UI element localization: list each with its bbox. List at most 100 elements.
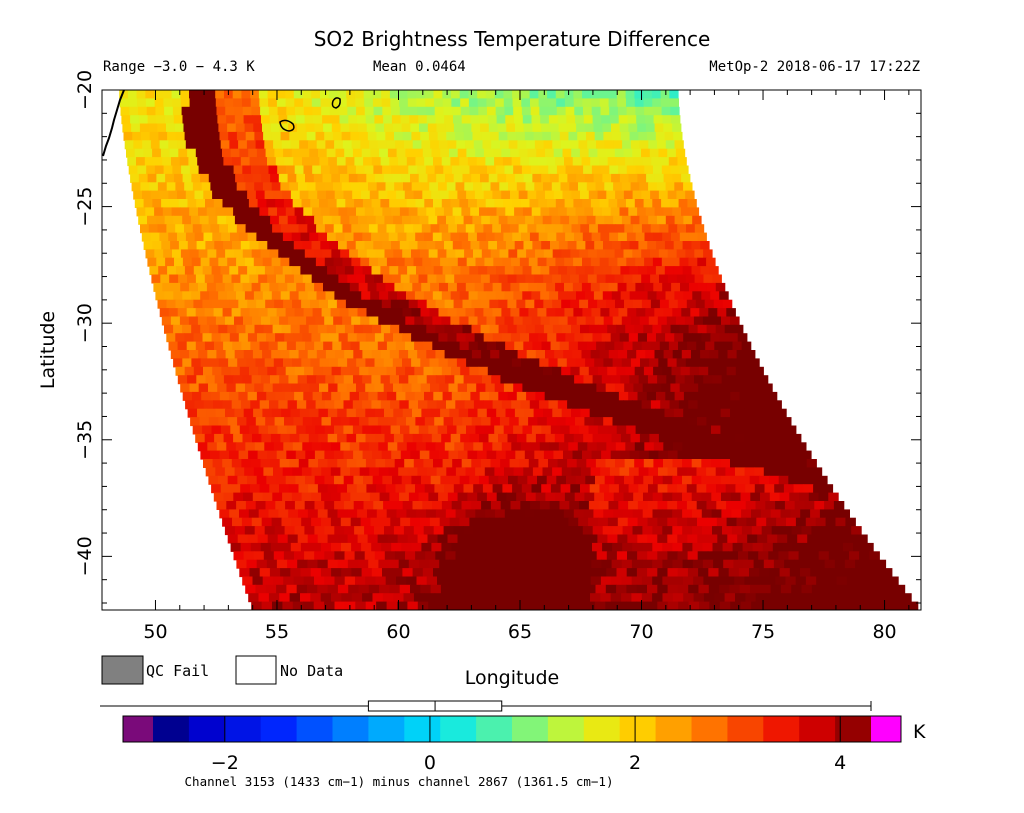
heatmap-cell xyxy=(456,333,467,343)
heatmap-cell xyxy=(670,324,681,334)
heatmap-cell xyxy=(605,383,616,393)
heatmap-cell xyxy=(450,475,461,485)
heatmap-cell xyxy=(505,408,516,418)
heatmap-cell xyxy=(375,173,385,183)
heatmap-cell xyxy=(685,190,695,200)
heatmap-cell xyxy=(791,584,803,594)
heatmap-cell xyxy=(163,249,173,259)
heatmap-cell xyxy=(280,182,290,192)
heatmap-cell xyxy=(511,442,522,452)
heatmap-cell xyxy=(677,534,688,544)
heatmap-cell xyxy=(589,324,599,334)
heatmap-cell xyxy=(357,308,368,318)
heatmap-cell xyxy=(541,484,552,494)
heatmap-cell xyxy=(487,115,498,125)
heatmap-cell xyxy=(498,131,508,141)
heatmap-cell xyxy=(737,534,748,544)
heatmap-cell xyxy=(620,291,631,301)
heatmap-cell xyxy=(591,106,601,116)
heatmap-cell xyxy=(362,375,372,385)
heatmap-cell xyxy=(652,593,664,603)
heatmap-cell xyxy=(241,341,251,351)
heatmap-cell xyxy=(620,375,630,385)
heatmap-cell xyxy=(330,492,342,502)
heatmap-cell xyxy=(334,551,346,561)
heatmap-cell xyxy=(304,249,315,259)
heatmap-cell xyxy=(152,199,162,208)
heatmap-cell xyxy=(424,484,435,494)
heatmap-cell xyxy=(177,140,187,150)
heatmap-cell xyxy=(388,291,398,301)
heatmap-cell xyxy=(491,140,501,150)
heatmap-cell xyxy=(547,90,557,99)
heatmap-cell xyxy=(463,215,473,225)
heatmap-cell xyxy=(222,308,233,318)
heatmap-cell xyxy=(781,417,792,427)
heatmap-cell xyxy=(259,568,271,578)
heatmap-cell xyxy=(543,274,553,284)
heatmap-cell xyxy=(517,475,528,485)
heatmap-cell xyxy=(346,241,357,250)
heatmap-cell xyxy=(293,90,304,99)
heatmap-cell xyxy=(175,333,185,343)
heatmap-cell xyxy=(340,492,351,502)
heatmap-cell xyxy=(604,400,615,410)
heatmap-cell xyxy=(824,501,835,510)
heatmap-cell xyxy=(750,584,761,594)
heatmap-cell xyxy=(731,526,743,536)
heatmap-cell xyxy=(337,484,348,494)
heatmap-cell xyxy=(477,492,488,502)
heatmap-cell xyxy=(435,509,447,519)
heatmap-cell xyxy=(678,601,690,610)
heatmap-cell xyxy=(528,257,539,267)
heatmap-cell xyxy=(245,324,255,334)
heatmap-cell xyxy=(475,257,485,267)
heatmap-cell xyxy=(612,417,623,427)
heatmap-cell xyxy=(706,400,717,410)
heatmap-cell xyxy=(308,484,319,494)
heatmap-cell xyxy=(890,593,902,603)
heatmap-cell xyxy=(315,425,326,435)
heatmap-cell xyxy=(775,576,786,586)
heatmap-cell xyxy=(516,299,526,309)
heatmap-cell xyxy=(833,501,845,510)
heatmap-cell xyxy=(518,417,529,427)
heatmap-cell xyxy=(361,542,372,552)
heatmap-cell xyxy=(680,282,690,292)
heatmap-cell xyxy=(682,576,694,586)
heatmap-cell xyxy=(166,299,177,309)
heatmap-cell xyxy=(667,249,678,259)
heatmap-cell xyxy=(408,207,419,217)
heatmap-cell xyxy=(263,224,273,234)
heatmap-cell xyxy=(296,584,308,594)
heatmap-cell xyxy=(828,492,839,502)
heatmap-cell xyxy=(445,551,457,561)
heatmap-cell xyxy=(223,241,233,250)
heatmap-cell xyxy=(405,148,415,158)
heatmap-cell xyxy=(450,157,460,167)
heatmap-cell xyxy=(414,316,424,326)
heatmap-cell xyxy=(189,90,199,99)
heatmap-cell xyxy=(219,131,229,141)
heatmap-cell xyxy=(330,467,341,477)
heatmap-cell xyxy=(516,433,527,443)
heatmap-cell xyxy=(305,215,315,225)
heatmap-cell xyxy=(182,115,192,125)
heatmap-cell xyxy=(599,350,610,359)
heatmap-cell xyxy=(453,350,464,359)
heatmap-cell xyxy=(508,475,519,485)
heatmap-cell xyxy=(307,509,319,519)
heatmap-cell xyxy=(779,492,790,502)
heatmap-cell xyxy=(657,501,668,510)
heatmap-cell xyxy=(831,526,842,536)
heatmap-cell xyxy=(186,308,197,318)
heatmap-cell xyxy=(399,98,409,108)
heatmap-cell xyxy=(663,350,674,359)
heatmap-cell xyxy=(181,165,191,175)
heatmap-cell xyxy=(197,316,208,326)
heatmap-cell xyxy=(297,534,309,544)
heatmap-cell xyxy=(279,123,289,133)
heatmap-cell xyxy=(270,316,280,326)
heatmap-cell xyxy=(553,526,564,536)
heatmap-cell xyxy=(235,173,245,183)
